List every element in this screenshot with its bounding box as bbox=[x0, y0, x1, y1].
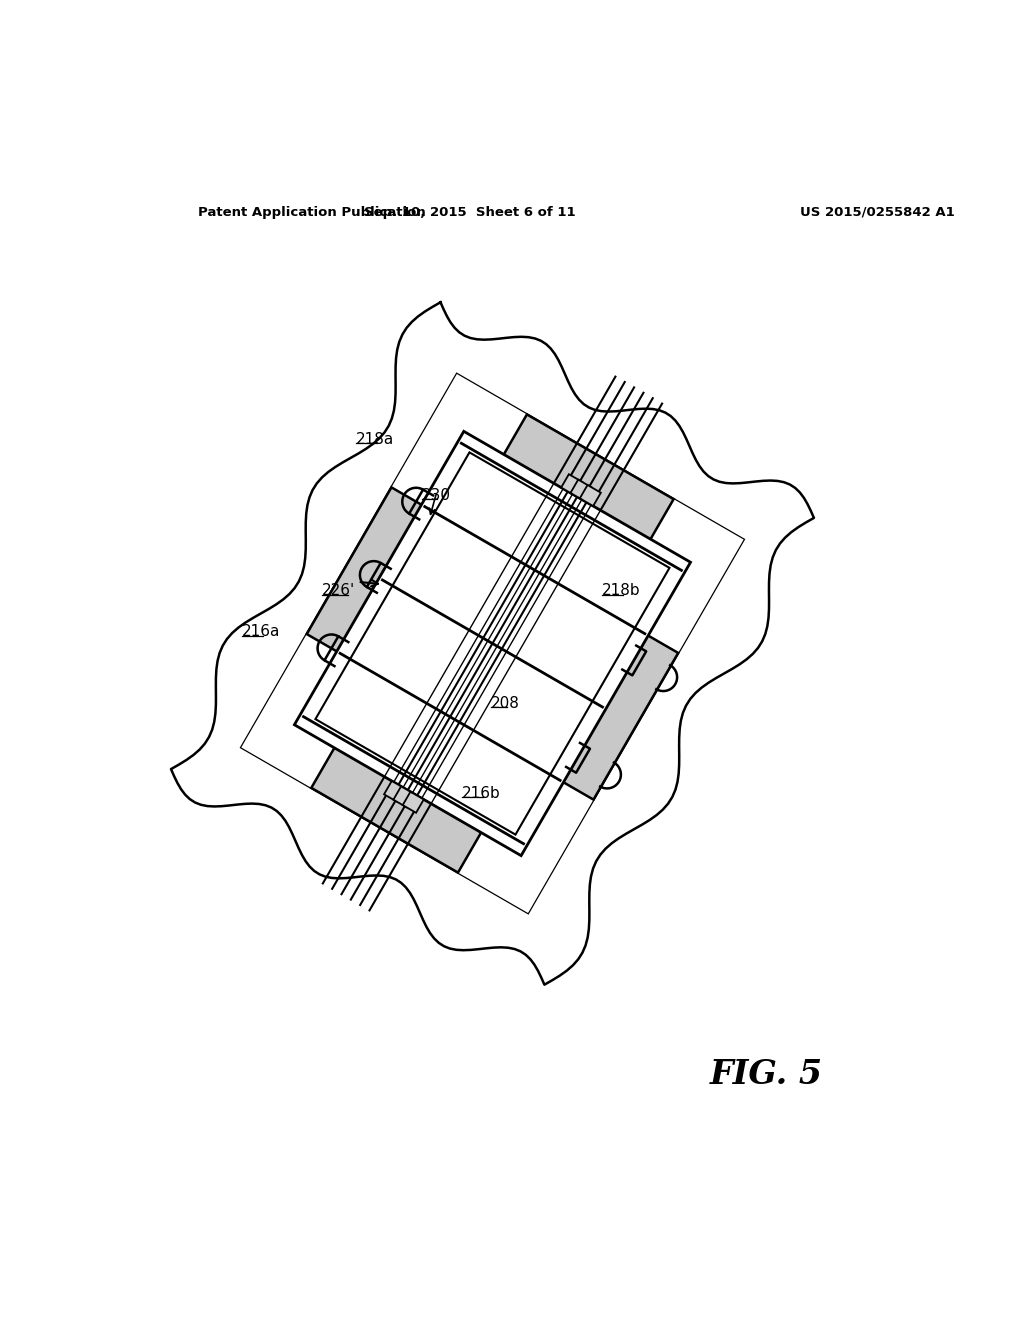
Polygon shape bbox=[580, 484, 601, 506]
Polygon shape bbox=[242, 634, 377, 788]
Polygon shape bbox=[391, 374, 527, 528]
Text: 208: 208 bbox=[490, 696, 520, 711]
Polygon shape bbox=[315, 453, 670, 834]
Text: US 2015/0255842 A1: US 2015/0255842 A1 bbox=[801, 206, 955, 219]
Polygon shape bbox=[311, 414, 674, 873]
Text: Patent Application Publication: Patent Application Publication bbox=[199, 206, 426, 219]
Polygon shape bbox=[294, 432, 690, 855]
Polygon shape bbox=[570, 479, 592, 500]
Text: 226': 226' bbox=[322, 583, 354, 598]
Text: 230: 230 bbox=[422, 488, 451, 503]
Polygon shape bbox=[384, 781, 406, 803]
Text: 216a: 216a bbox=[243, 624, 281, 639]
Text: 218b: 218b bbox=[602, 583, 640, 598]
Polygon shape bbox=[307, 487, 678, 800]
Polygon shape bbox=[608, 499, 743, 653]
Polygon shape bbox=[402, 792, 424, 813]
Polygon shape bbox=[393, 787, 415, 808]
Polygon shape bbox=[171, 302, 814, 985]
Text: 216b: 216b bbox=[462, 785, 501, 801]
Polygon shape bbox=[458, 759, 594, 913]
Text: Sep. 10, 2015  Sheet 6 of 11: Sep. 10, 2015 Sheet 6 of 11 bbox=[364, 206, 575, 219]
Text: 218a: 218a bbox=[356, 432, 394, 446]
Polygon shape bbox=[242, 374, 743, 913]
Text: FIG. 5: FIG. 5 bbox=[710, 1059, 822, 1092]
Polygon shape bbox=[561, 474, 583, 495]
